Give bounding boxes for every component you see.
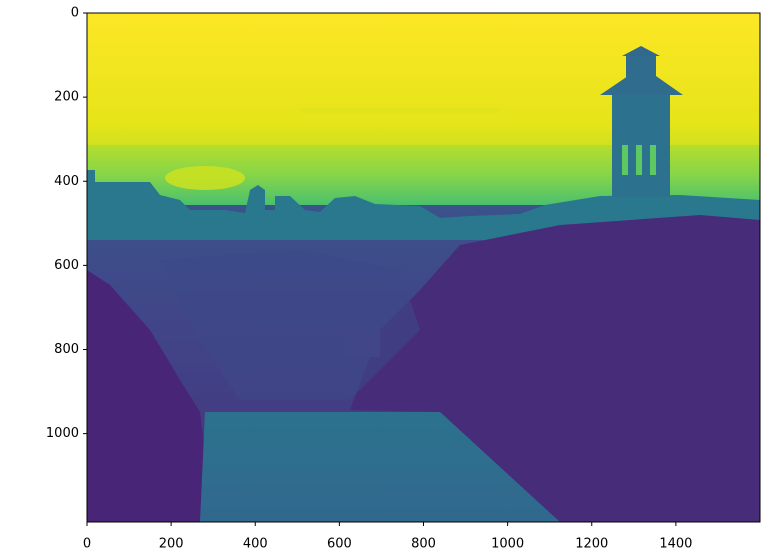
y-tick-label: 400 bbox=[54, 174, 79, 189]
x-tick-label: 400 bbox=[243, 537, 268, 552]
x-tick-label: 200 bbox=[159, 537, 184, 552]
image bbox=[87, 13, 760, 525]
x-tick-label: 1400 bbox=[659, 537, 692, 552]
y-tick-label: 200 bbox=[54, 90, 79, 105]
y-tick-label: 1000 bbox=[46, 426, 79, 441]
x-tick-label: 1000 bbox=[491, 537, 524, 552]
y-tick-label: 600 bbox=[54, 258, 79, 273]
x-tick-label: 800 bbox=[411, 537, 436, 552]
chart: 0 200 400 600 800 1000 1200 1400 0 200 400 600 800 10… bbox=[0, 0, 761, 555]
x-tick-label: 600 bbox=[327, 537, 352, 552]
y-tick-label: 800 bbox=[54, 342, 79, 357]
x-tick-label: 0 bbox=[83, 537, 91, 552]
x-tick-label: 1200 bbox=[575, 537, 608, 552]
y-tick-label: 0 bbox=[71, 6, 79, 21]
